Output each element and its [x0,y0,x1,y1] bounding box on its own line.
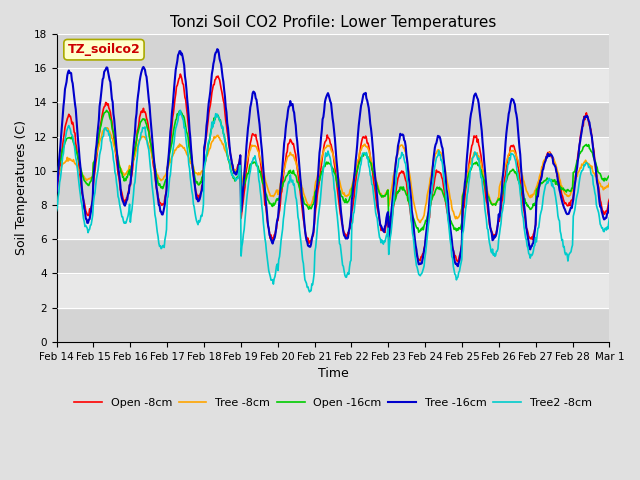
Tree -8cm [418,217,426,223]
Tree -8cm [63,158,70,164]
Tree2 -8cm [63,129,70,134]
Open -16cm [401,188,409,193]
Tree2 -8cm [418,271,426,276]
Bar [56,274,609,308]
Tree2 -8cm [205,137,213,143]
Bar [56,239,609,274]
Open -16cm [605,173,613,179]
Tree -8cm [52,173,60,179]
X-axis label: Time: Time [317,367,348,380]
Bar [56,34,609,68]
Open -8cm [176,75,184,81]
Open -16cm [52,172,60,178]
Y-axis label: Soil Temperatures (C): Soil Temperatures (C) [15,120,28,255]
Line: Tree2 -8cm: Tree2 -8cm [56,110,609,292]
Open -8cm [177,71,184,77]
Tree2 -8cm [306,289,314,295]
Legend: Open -8cm, Tree -8cm, Open -16cm, Tree -16cm, Tree2 -8cm: Open -8cm, Tree -8cm, Open -16cm, Tree -… [69,394,596,412]
Line: Open -16cm: Open -16cm [56,110,609,232]
Bar [56,171,609,205]
Open -16cm [415,229,422,235]
Tree -16cm [176,48,184,54]
Bar [56,102,609,137]
Tree -16cm [401,138,409,144]
Open -8cm [401,174,409,180]
Bar [56,68,609,102]
Bar [56,205,609,239]
Open -16cm [102,108,110,113]
Bar [56,137,609,171]
Tree -8cm [102,125,109,131]
Line: Tree -16cm: Tree -16cm [56,49,609,266]
Open -16cm [205,137,213,143]
Tree -16cm [52,190,60,195]
Tree2 -8cm [176,112,184,118]
Tree -16cm [454,264,462,269]
Tree -16cm [205,99,212,105]
Line: Open -8cm: Open -8cm [56,74,609,262]
Open -8cm [120,198,127,204]
Tree2 -8cm [605,215,613,221]
Tree -16cm [417,261,425,267]
Tree -8cm [401,148,409,154]
Tree -16cm [120,200,127,205]
Tree2 -8cm [402,161,410,167]
Tree2 -8cm [52,208,60,214]
Open -16cm [177,108,184,114]
Tree2 -8cm [120,218,127,224]
Tree -16cm [213,46,221,52]
Open -16cm [63,136,70,142]
Open -8cm [417,254,425,260]
Tree -8cm [120,173,128,179]
Tree -16cm [605,200,613,206]
Tree2 -8cm [177,108,184,113]
Tree -8cm [417,220,424,226]
Tree -8cm [205,146,213,152]
Open -8cm [205,106,213,111]
Open -8cm [52,188,60,194]
Tree -8cm [605,180,613,186]
Open -8cm [605,196,613,202]
Tree -8cm [177,143,184,149]
Open -8cm [63,119,70,125]
Open -8cm [454,259,462,264]
Line: Tree -8cm: Tree -8cm [56,128,609,223]
Bar [56,308,609,342]
Tree -16cm [63,79,70,85]
Title: Tonzi Soil CO2 Profile: Lower Temperatures: Tonzi Soil CO2 Profile: Lower Temperatur… [170,15,496,30]
Open -16cm [418,227,426,233]
Open -16cm [120,178,128,184]
Text: TZ_soilco2: TZ_soilco2 [68,43,140,56]
